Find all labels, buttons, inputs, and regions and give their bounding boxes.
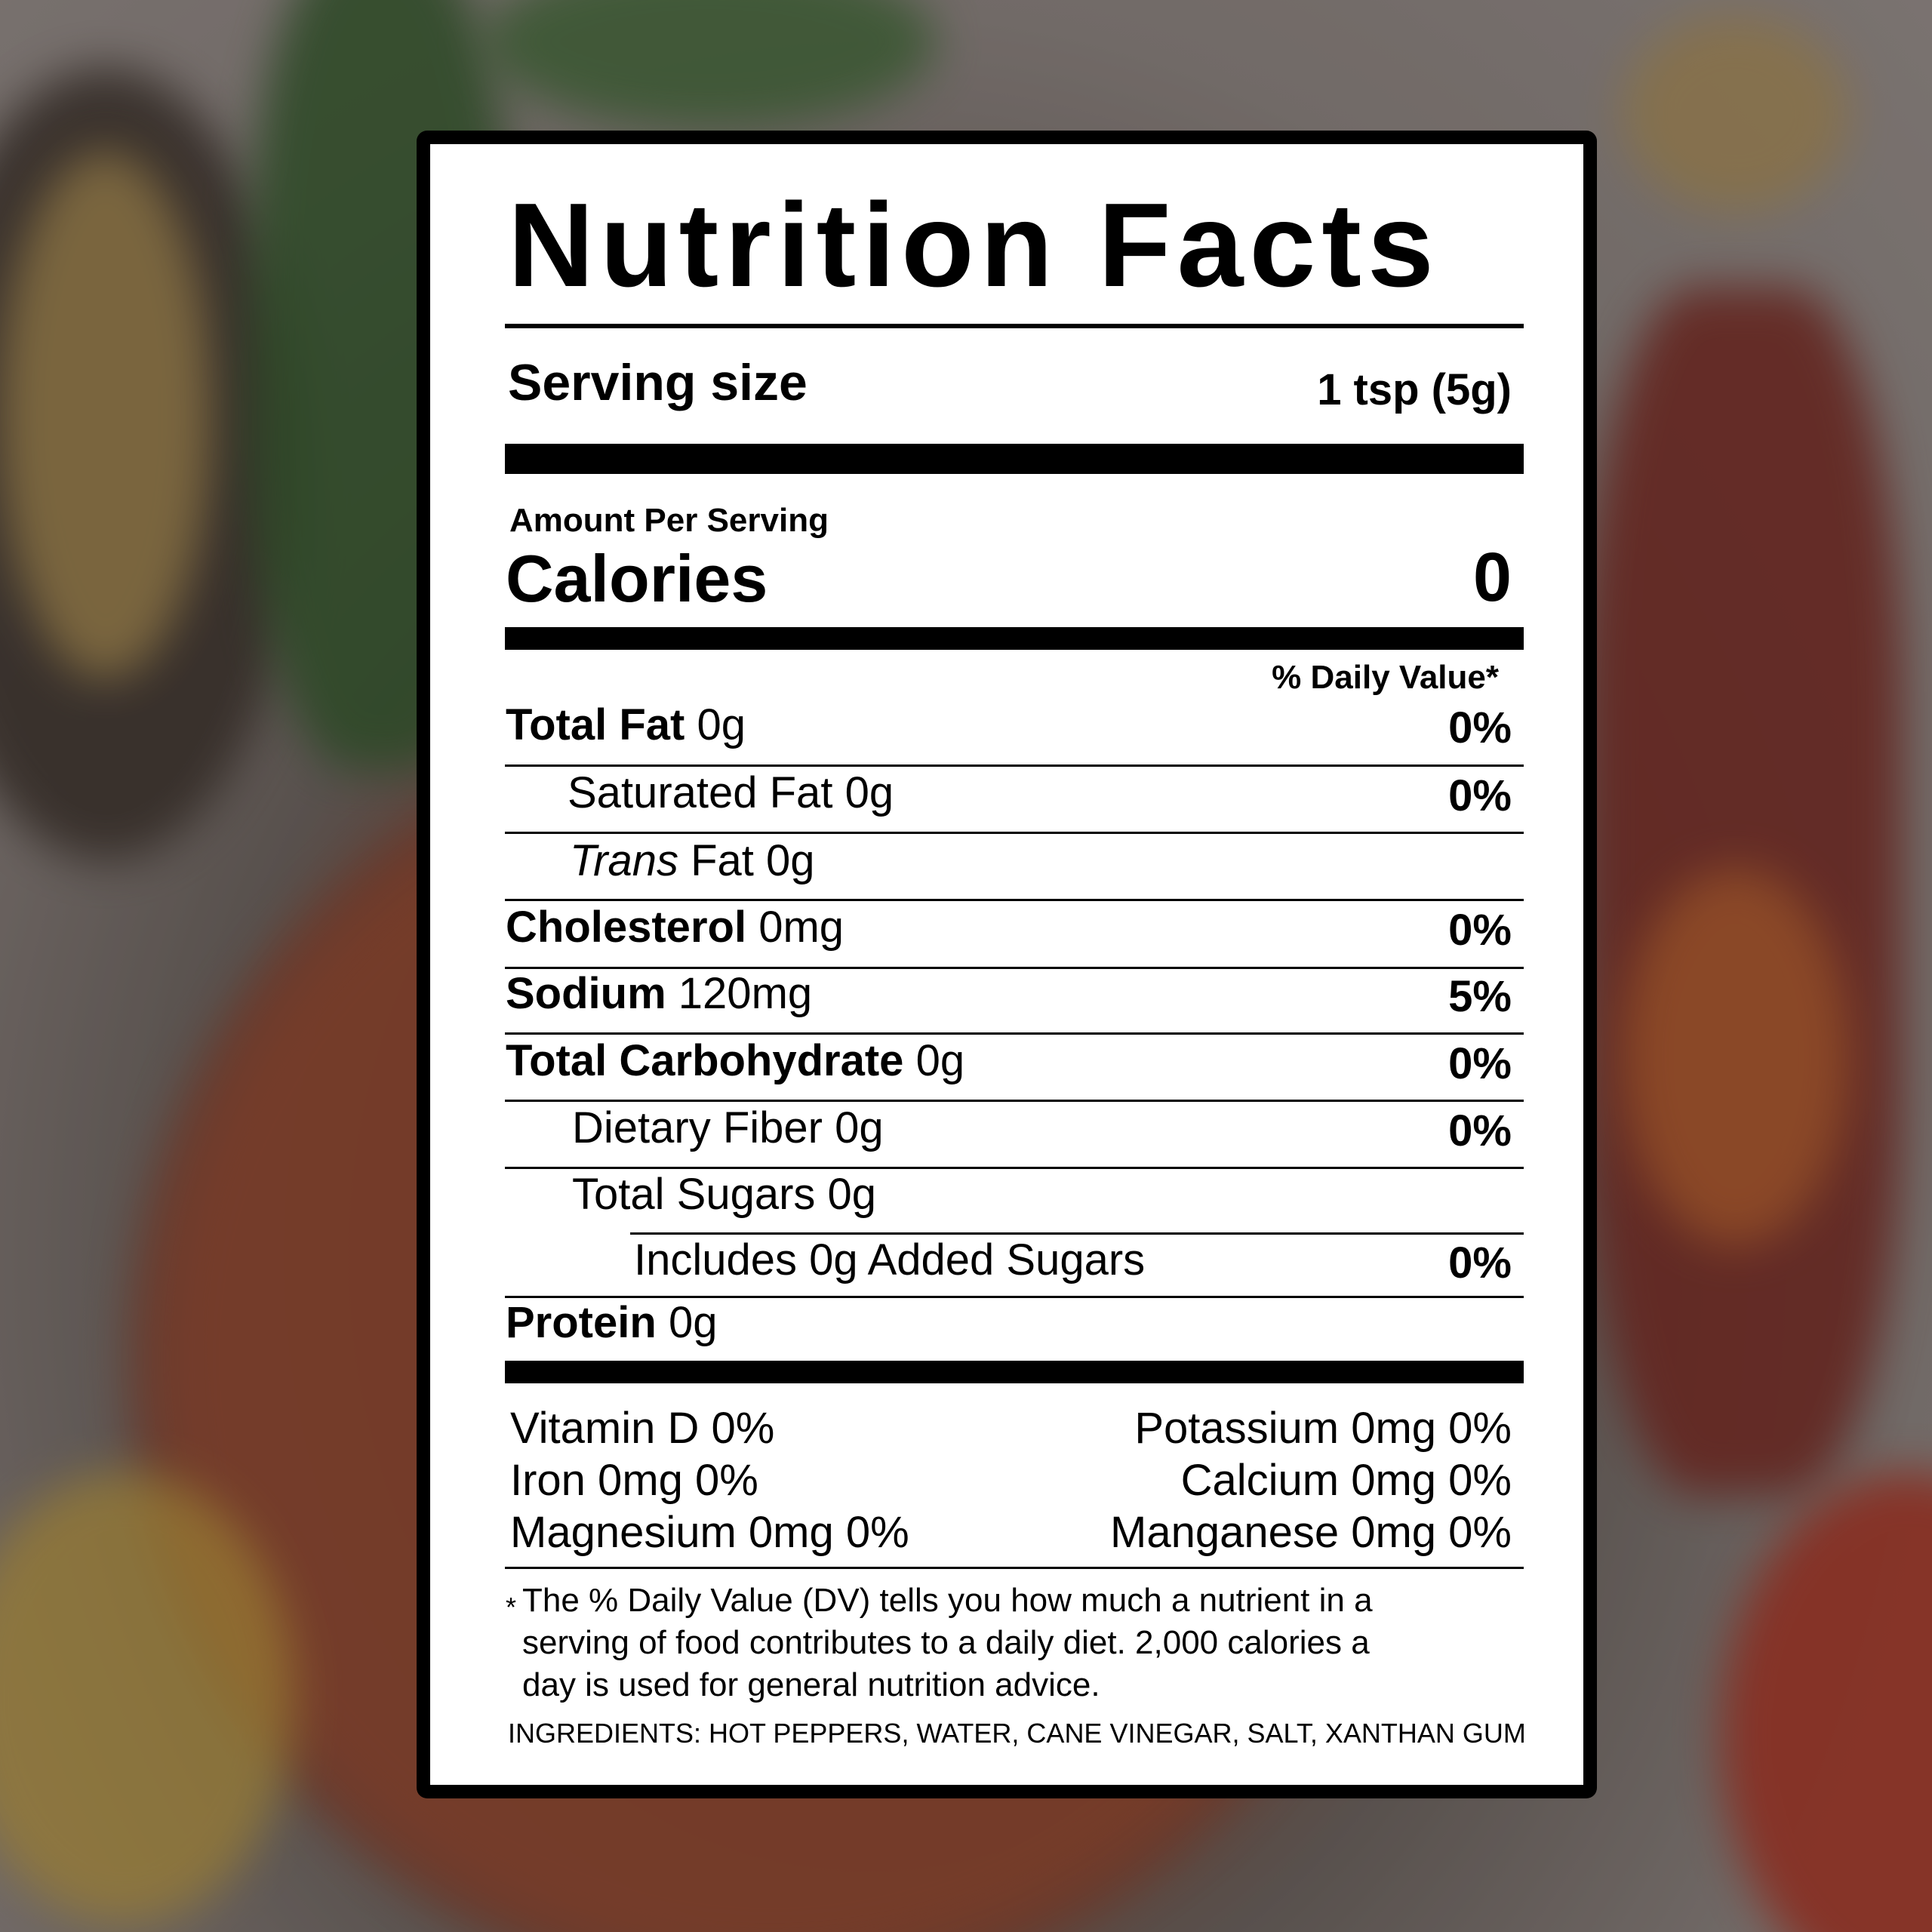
magnesium: Magnesium 0mg 0% bbox=[510, 1508, 909, 1557]
potassium: Potassium 0mg 0% bbox=[1134, 1404, 1512, 1453]
divider bbox=[505, 899, 1524, 901]
thick-divider bbox=[505, 444, 1524, 474]
divider bbox=[505, 1032, 1524, 1035]
calories-value: 0 bbox=[1472, 539, 1512, 616]
iron: Iron 0mg 0% bbox=[510, 1456, 758, 1505]
divider bbox=[505, 1100, 1524, 1102]
thick-divider bbox=[505, 627, 1524, 650]
dv-dietary-fiber: 0% bbox=[1448, 1106, 1512, 1155]
divider bbox=[505, 832, 1524, 834]
nutrition-label: Nutrition Facts Serving size 1 tsp (5g) … bbox=[417, 131, 1597, 1798]
ingredients: INGREDIENTS: HOT PEPPERS, WATER, CANE VI… bbox=[508, 1718, 1526, 1749]
dv-sodium: 5% bbox=[1448, 972, 1512, 1021]
thick-divider bbox=[505, 1361, 1524, 1383]
daily-value-header: % Daily Value* bbox=[1272, 659, 1499, 696]
nutrient-cholesterol: Cholesterol 0mg bbox=[506, 903, 844, 952]
divider bbox=[630, 1232, 1524, 1235]
nutrient-trans-fat: Trans Fat 0g bbox=[570, 836, 815, 885]
nutrient-protein: Protein 0g bbox=[506, 1298, 718, 1347]
nutrient-sodium: Sodium 120mg bbox=[506, 969, 813, 1018]
nutrient-dietary-fiber: Dietary Fiber 0g bbox=[572, 1103, 884, 1152]
footnote-line-3: day is used for general nutrition advice… bbox=[522, 1666, 1100, 1703]
amount-per-serving: Amount Per Serving bbox=[509, 502, 829, 539]
serving-size-value: 1 tsp (5g) bbox=[1317, 365, 1512, 414]
dv-total-fat: 0% bbox=[1448, 703, 1512, 752]
nutrient-total-carbohydrate: Total Carbohydrate 0g bbox=[506, 1036, 965, 1085]
nutrient-total-fat: Total Fat 0g bbox=[506, 700, 746, 749]
dv-saturated-fat: 0% bbox=[1448, 771, 1512, 820]
nutrient-saturated-fat: Saturated Fat 0g bbox=[568, 768, 894, 817]
nutrient-added-sugars: Includes 0g Added Sugars bbox=[634, 1235, 1146, 1284]
dv-cholesterol: 0% bbox=[1448, 906, 1512, 955]
divider bbox=[505, 1167, 1524, 1169]
calcium: Calcium 0mg 0% bbox=[1180, 1456, 1512, 1505]
divider bbox=[505, 1296, 1524, 1298]
footnote-line-1: The % Daily Value (DV) tells you how muc… bbox=[522, 1582, 1373, 1619]
divider bbox=[505, 324, 1524, 328]
dv-total-carbohydrate: 0% bbox=[1448, 1039, 1512, 1088]
dv-added-sugars: 0% bbox=[1448, 1238, 1512, 1287]
serving-size-label: Serving size bbox=[508, 354, 808, 411]
divider bbox=[505, 967, 1524, 969]
footnote-asterisk: * bbox=[506, 1592, 517, 1623]
footnote-line-2: serving of food contributes to a daily d… bbox=[522, 1624, 1370, 1661]
manganese: Manganese 0mg 0% bbox=[1110, 1508, 1512, 1557]
nutrient-total-sugars: Total Sugars 0g bbox=[572, 1170, 877, 1219]
calories-label: Calories bbox=[506, 541, 768, 616]
divider bbox=[505, 764, 1524, 767]
divider bbox=[505, 1567, 1524, 1569]
vitamin-d: Vitamin D 0% bbox=[510, 1404, 775, 1453]
label-title: Nutrition Facts bbox=[508, 179, 1440, 312]
